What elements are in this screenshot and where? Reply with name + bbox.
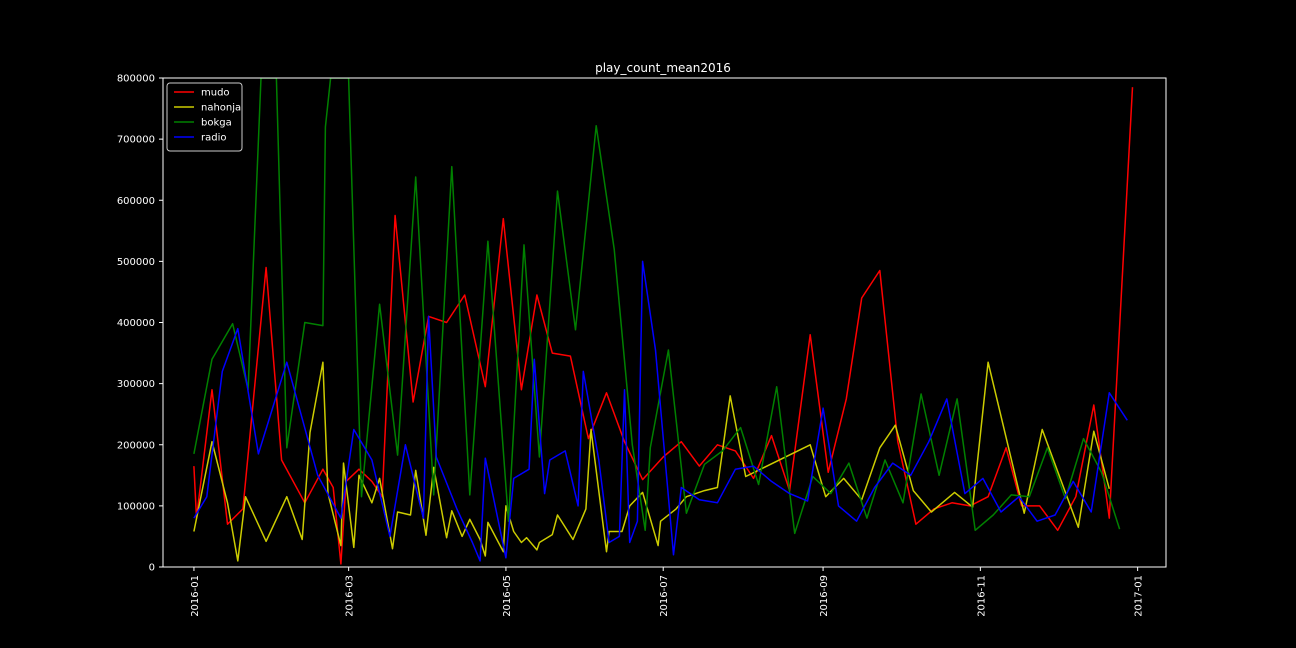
series-line-radio — [193, 260, 1128, 562]
series-line-mudo — [193, 87, 1134, 565]
x-axis: 2016-01 2016-03 2016-05 2016-07 2016-09 2016-… — [190, 567, 1145, 617]
series-layer — [193, 78, 1134, 565]
x-tick-label: 2016-11 — [976, 575, 987, 617]
y-axis: 0 100000 200000 300000 400000 500000 600000 700… — [117, 74, 163, 574]
legend-box — [166, 82, 243, 152]
y-tick-label: 600000 — [117, 196, 155, 207]
x-tick-label: 2016-07 — [659, 575, 670, 617]
x-tick-label: 2016-03 — [345, 575, 356, 617]
legend-label-mudo: mudo — [201, 88, 230, 99]
legend-label-radio: radio — [201, 133, 226, 144]
chart-title: play_count_mean2016 — [595, 61, 731, 75]
legend-label-bokga: bokga — [201, 118, 232, 129]
x-tick-label: 2016-01 — [190, 575, 201, 617]
y-tick-label: 400000 — [117, 318, 155, 329]
legend: mudo nahonja bokga radio — [166, 82, 243, 152]
y-tick-label: 300000 — [117, 379, 155, 390]
x-tick-label: 2016-09 — [819, 575, 830, 617]
y-tick-label: 700000 — [117, 135, 155, 146]
x-tick-label: 2016-05 — [502, 575, 513, 617]
x-tick-label: 2017-01 — [1134, 575, 1145, 617]
y-tick-label: 800000 — [117, 74, 155, 85]
series-line-nahonja — [193, 361, 1111, 562]
legend-label-nahonja: nahonja — [201, 103, 241, 114]
y-tick-label: 100000 — [117, 501, 155, 512]
y-tick-label: 0 — [149, 563, 155, 574]
y-tick-label: 500000 — [117, 257, 155, 268]
y-tick-label: 200000 — [117, 440, 155, 451]
